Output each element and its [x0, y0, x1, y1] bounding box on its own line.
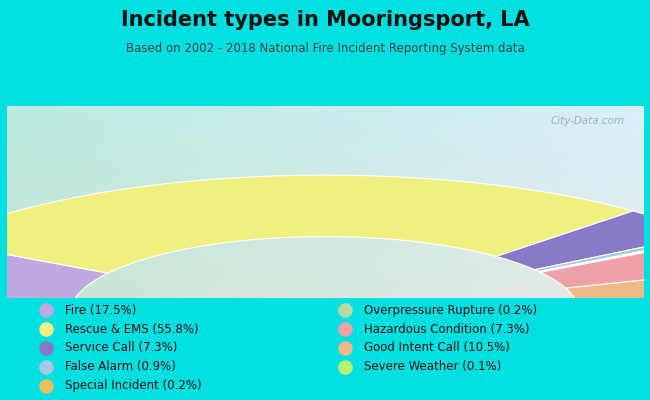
- Point: [40, 364, 51, 370]
- Text: False Alarm (0.9%): False Alarm (0.9%): [65, 360, 176, 373]
- Point: [339, 326, 350, 332]
- Point: [339, 307, 350, 314]
- Point: [339, 364, 350, 370]
- Text: Severe Weather (0.1%): Severe Weather (0.1%): [364, 360, 501, 373]
- Point: [40, 326, 51, 332]
- Text: Hazardous Condition (7.3%): Hazardous Condition (7.3%): [364, 323, 530, 336]
- Wedge shape: [535, 235, 650, 272]
- Wedge shape: [540, 239, 650, 272]
- Point: [40, 307, 51, 314]
- Point: [339, 345, 350, 351]
- Text: Based on 2002 - 2018 National Fire Incident Reporting System data: Based on 2002 - 2018 National Fire Incid…: [125, 42, 525, 55]
- Text: Good Intent Call (10.5%): Good Intent Call (10.5%): [364, 342, 510, 354]
- Text: Overpressure Rupture (0.2%): Overpressure Rupture (0.2%): [364, 304, 537, 317]
- Text: Incident types in Mooringsport, LA: Incident types in Mooringsport, LA: [121, 10, 529, 30]
- Text: Special Incident (0.2%): Special Incident (0.2%): [65, 379, 202, 392]
- Point: [40, 382, 51, 389]
- Wedge shape: [539, 238, 650, 272]
- Wedge shape: [0, 175, 633, 273]
- Point: [40, 345, 51, 351]
- Wedge shape: [540, 240, 650, 288]
- Text: Service Call (7.3%): Service Call (7.3%): [65, 342, 177, 354]
- Wedge shape: [566, 268, 650, 313]
- Text: Fire (17.5%): Fire (17.5%): [65, 304, 136, 317]
- Wedge shape: [496, 211, 650, 270]
- Text: Rescue & EMS (55.8%): Rescue & EMS (55.8%): [65, 323, 199, 336]
- Wedge shape: [0, 241, 108, 313]
- Text: City-Data.com: City-Data.com: [551, 116, 625, 126]
